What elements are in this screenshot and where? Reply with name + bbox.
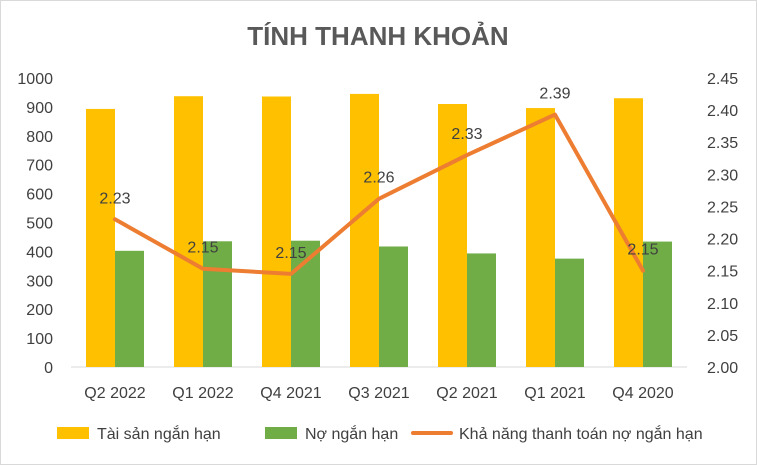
category-label: Q1 2022 — [172, 385, 233, 402]
right-axis-tick-label: 2.20 — [707, 232, 738, 249]
category-label: Q2 2021 — [436, 385, 497, 402]
line-data-label: 2.15 — [275, 245, 306, 262]
bar-tai-san-ngan-han — [614, 98, 643, 367]
line-data-labels: 2.23 2.15 2.15 2.26 2.33 2.39 2.15 — [99, 86, 658, 262]
chart-title: TÍNH THANH KHOẢN — [247, 21, 508, 51]
bar-tai-san-ngan-han — [86, 108, 115, 367]
left-axis-tick-label: 400 — [26, 244, 53, 261]
bar-no-ngan-han — [379, 246, 408, 367]
bar-no-ngan-han — [555, 258, 584, 367]
line-data-label: 2.39 — [539, 86, 570, 103]
bar-no-ngan-han — [643, 241, 672, 367]
left-axis-tick-label: 0 — [44, 360, 53, 377]
line-data-label: 2.15 — [187, 240, 218, 257]
right-axis-tick-label: 2.30 — [707, 167, 738, 184]
line-data-label: 2.26 — [363, 170, 394, 187]
line-data-label: 2.33 — [451, 126, 482, 143]
right-axis-tick-label: 2.05 — [707, 328, 738, 345]
legend-label: Khả năng thanh toán nợ ngắn hạn — [459, 424, 703, 443]
bar-series — [86, 93, 672, 368]
category-label: Q4 2020 — [612, 385, 673, 402]
line-data-label: 2.15 — [627, 242, 658, 259]
bar-tai-san-ngan-han — [350, 93, 379, 368]
line-series — [113, 112, 645, 276]
bar-tai-san-ngan-han — [438, 104, 467, 367]
right-axis-tick-label: 2.45 — [707, 71, 738, 88]
left-axis-tick-label: 800 — [26, 129, 53, 146]
right-axis-tick-label: 2.10 — [707, 296, 738, 313]
legend-swatch — [265, 427, 297, 439]
right-axis-tick-label: 2.15 — [707, 264, 738, 281]
category-label: Q1 2021 — [524, 385, 585, 402]
left-axis-tick-label: 600 — [26, 187, 53, 204]
left-axis-tick-label: 1000 — [17, 71, 53, 88]
category-label: Q4 2021 — [260, 385, 321, 402]
bar-tai-san-ngan-han — [174, 96, 203, 367]
left-axis-tick-label: 700 — [26, 158, 53, 175]
bar-no-ngan-han — [467, 253, 496, 367]
legend: Tài sản ngắn hạn Nợ ngắn hạn Khả năng than… — [57, 424, 703, 443]
legend-label: Nợ ngắn hạn — [305, 424, 398, 443]
right-axis-tick-label: 2.35 — [707, 135, 738, 152]
left-axis-tick-label: 900 — [26, 100, 53, 117]
bar-tai-san-ngan-han — [526, 108, 555, 367]
right-axis-ticks: 2.00 2.05 2.10 2.15 2.20 2.25 2.30 2.35 2.40 2.45 — [707, 71, 738, 377]
category-label: Q3 2021 — [348, 385, 409, 402]
left-axis-tick-label: 500 — [26, 216, 53, 233]
bar-no-ngan-han — [115, 250, 144, 367]
category-labels: Q2 2022 Q1 2022 Q4 2021 Q3 2021 Q2 2021 Q1 20… — [84, 385, 673, 402]
left-axis-tick-label: 300 — [26, 273, 53, 290]
right-axis-tick-label: 2.25 — [707, 199, 738, 216]
right-axis-tick-label: 2.00 — [707, 360, 738, 377]
left-axis-tick-label: 100 — [26, 331, 53, 348]
category-label: Q2 2022 — [84, 385, 145, 402]
legend-label: Tài sản ngắn hạn — [97, 424, 221, 443]
bar-no-ngan-han — [203, 241, 232, 367]
legend-swatch — [57, 427, 89, 439]
left-axis-tick-label: 200 — [26, 302, 53, 319]
line-data-label: 2.23 — [99, 190, 130, 207]
left-axis-ticks: 0 100 200 300 400 500 600 700 800 900 1000 — [17, 71, 53, 377]
bar-tai-san-ngan-han — [262, 96, 291, 367]
right-axis-tick-label: 2.40 — [707, 103, 738, 120]
